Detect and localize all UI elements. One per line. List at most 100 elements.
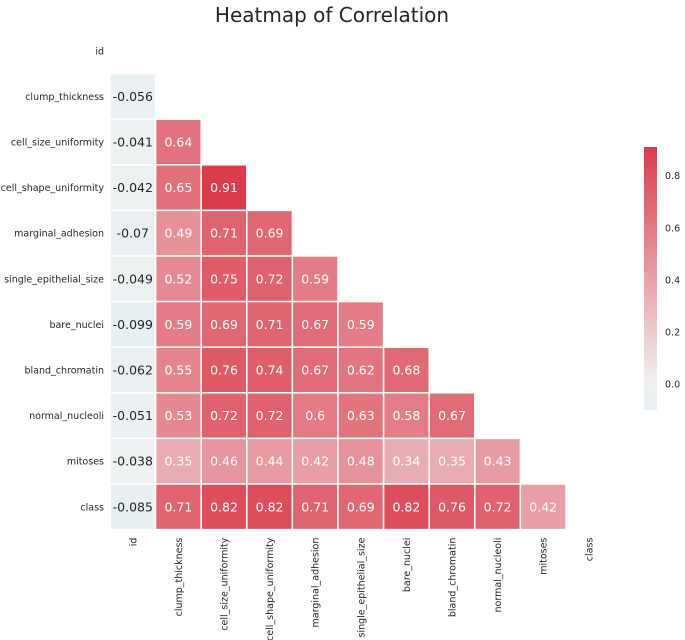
cell-value-label: 0.62 [347,363,375,378]
cell-value-label: 0.76 [210,363,238,378]
cell-value-label: 0.35 [164,454,192,469]
cell-value-label: 0.74 [256,363,284,378]
heatmap-cell [109,437,157,485]
heatmap-cell [246,300,294,348]
cell-value-label: -0.085 [113,499,153,514]
cell-value-label: 0.72 [256,271,284,286]
heatmap-cell [428,483,476,531]
heatmap-cell [200,483,248,531]
cell-value-label: 0.71 [301,499,329,514]
chart-title: Heatmap of Correlation [215,3,449,27]
heatmap-cell [428,392,476,440]
cell-value-label: 0.91 [210,180,238,195]
heatmap-cell [474,483,522,531]
cell-value-label: 0.43 [484,454,512,469]
cell-value-label: -0.038 [113,454,153,469]
heatmap-cell [291,483,339,531]
colorbar: 0.0 0.2 0.4 0.6 0.8 [644,147,680,410]
heatmap-cell [337,300,385,348]
cell-value-label: -0.042 [113,180,153,195]
row-labels: id clump_thickness cell_size_uniformitycel… [1,46,105,513]
heatmap-cell [246,483,294,531]
cell-value-label: 0.6 [305,408,325,423]
colorbar-tick-label: 0.0 [665,380,680,391]
cell-value-label: -0.056 [113,89,153,104]
cell-value-label: -0.041 [113,135,153,150]
cell-value-label: 0.59 [301,271,329,286]
colorbar-gradient [644,147,657,410]
row-tick-label: clump_thickness [25,92,104,103]
cell-value-label: 0.67 [438,408,466,423]
column-tick-label: id [128,538,139,547]
column-labels: id clump_thickness cell_size_uniformity cel… [128,537,595,640]
cell-value-label: 0.82 [392,499,420,514]
row-tick-label: normal_nucleoli [29,411,104,422]
column-tick-label: bland_chromatin [448,538,459,618]
cell-value-label: 0.71 [256,317,284,332]
row-tick-label: bland_chromatin [24,366,104,377]
cell-value-label: 0.58 [392,408,420,423]
cell-value-label: 0.69 [347,499,375,514]
cell-value-label: 0.42 [301,454,329,469]
row-tick-label: cell_shape_uniformity [1,183,105,194]
column-tick-label: bare_nuclei [402,538,413,593]
heatmap-cell [246,255,294,303]
heatmap-cell [109,118,157,166]
cell-value-label: -0.099 [113,317,153,332]
heatmap-cell [154,209,202,257]
cell-value-label: 0.63 [347,408,375,423]
heatmap-cell [109,346,157,394]
column-tick-label: marginal_adhesion [311,538,322,628]
heatmap-cell [154,483,202,531]
cell-value-label: 0.55 [164,363,192,378]
row-tick-label: bare_nuclei [49,320,104,331]
row-tick-label: single_epithelial_size [4,274,104,285]
cell-value-label: 0.59 [347,317,375,332]
cell-value-label: 0.53 [164,408,192,423]
row-tick-label: mitoses [67,457,104,468]
row-tick-label: class [80,502,104,513]
row-tick-label: cell_size_uniformity [11,138,104,149]
cell-value-label: 0.71 [210,226,238,241]
cell-value-label: 0.49 [164,226,192,241]
column-tick-label: normal_nucleoli [493,538,504,613]
row-tick-label: marginal_adhesion [14,229,104,240]
cell-value-label: 0.35 [438,454,466,469]
column-tick-label: cell_shape_uniformity [265,537,276,640]
column-tick-label: cell_size_uniformity [220,537,231,630]
heatmap-cell [109,483,157,531]
heatmap-cell [154,346,202,394]
colorbar-tick-label: 0.4 [665,275,680,286]
heatmap-cell [474,437,522,485]
heatmap-cell [109,72,157,120]
heatmap-cell [337,483,385,531]
heatmap-cell [154,300,202,348]
cell-value-label: 0.64 [164,135,192,150]
row-tick-label: id [95,46,104,57]
heatmap-cell [200,164,248,212]
heatmap-cell [337,437,385,485]
cell-value-label: 0.69 [256,226,284,241]
cell-value-label: 0.67 [301,317,329,332]
cell-value-label: 0.71 [164,499,192,514]
cell-value-label: 0.76 [438,499,466,514]
cell-value-label: 0.82 [210,499,238,514]
cell-value-label: 0.46 [210,454,238,469]
cell-value-label: 0.72 [256,408,284,423]
column-tick-label: single_epithelial_size [356,537,367,637]
heatmap-cell [200,392,248,440]
cell-value-label: 0.67 [301,363,329,378]
colorbar-tick-label: 0.6 [665,223,680,234]
cell-value-label: 0.34 [392,454,420,469]
cell-value-label: 0.59 [164,317,192,332]
colorbar-tick-label: 0.8 [665,171,680,182]
cell-value-label: 0.52 [164,271,192,286]
cell-value-label: 0.75 [210,271,238,286]
cell-value-label: 0.65 [164,180,192,195]
cell-value-label: -0.051 [113,408,153,423]
cell-value-label: 0.82 [256,499,284,514]
heatmap-cell [246,209,294,257]
cell-value-label: 0.69 [210,317,238,332]
colorbar-tick-label: 0.2 [665,328,680,339]
